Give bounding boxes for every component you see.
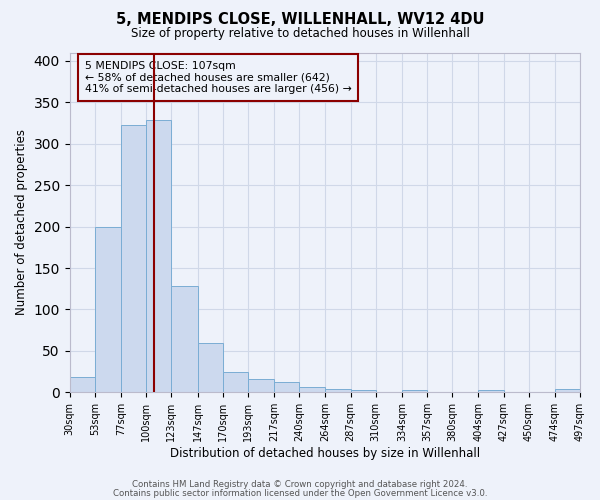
Bar (350, 390, 376, 392)
Text: Contains HM Land Registry data © Crown copyright and database right 2024.: Contains HM Land Registry data © Crown c… (132, 480, 468, 489)
Text: Size of property relative to detached houses in Willenhall: Size of property relative to detached ho… (131, 28, 469, 40)
Bar (555, 389, 580, 392)
Bar (95, 228, 121, 392)
Bar (146, 120, 171, 392)
Text: 5 MENDIPS CLOSE: 107sqm
← 58% of detached houses are smaller (642)
41% of semi-d: 5 MENDIPS CLOSE: 107sqm ← 58% of detache… (85, 61, 352, 94)
Bar (325, 389, 350, 392)
Bar (248, 379, 274, 392)
Bar (478, 390, 503, 392)
Bar (223, 372, 248, 392)
Bar (274, 382, 299, 392)
Bar (121, 126, 146, 392)
Bar (402, 390, 427, 392)
Bar (171, 286, 197, 393)
Bar (70, 378, 95, 392)
Text: Contains public sector information licensed under the Open Government Licence v3: Contains public sector information licen… (113, 488, 487, 498)
Bar (197, 342, 223, 392)
Y-axis label: Number of detached properties: Number of detached properties (15, 130, 28, 316)
X-axis label: Distribution of detached houses by size in Willenhall: Distribution of detached houses by size … (170, 447, 480, 460)
Text: 5, MENDIPS CLOSE, WILLENHALL, WV12 4DU: 5, MENDIPS CLOSE, WILLENHALL, WV12 4DU (116, 12, 484, 28)
Bar (299, 388, 325, 392)
